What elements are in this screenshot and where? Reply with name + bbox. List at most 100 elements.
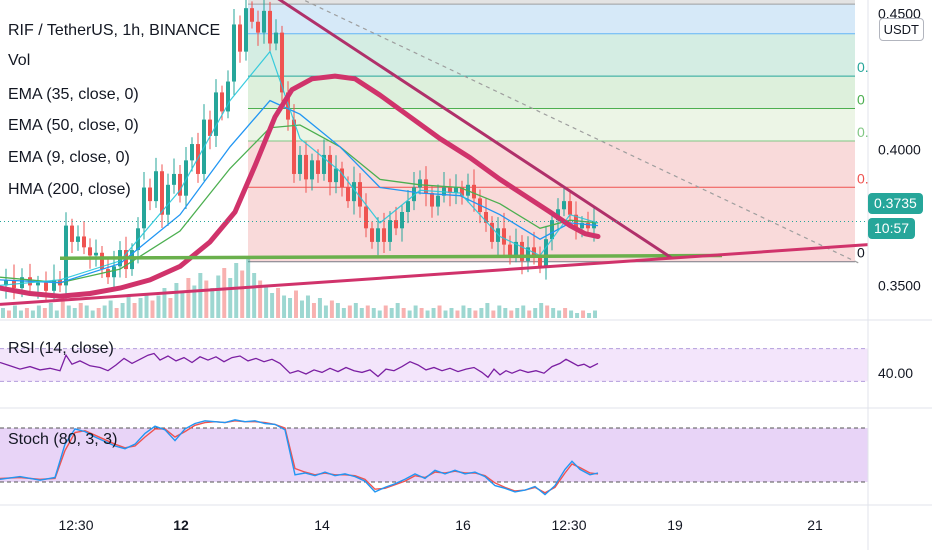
volume-bar xyxy=(90,310,95,318)
volume-bar xyxy=(425,310,430,318)
volume-bar xyxy=(288,298,293,318)
volume-bar xyxy=(359,308,364,318)
candle-body xyxy=(388,220,392,242)
volume-bar xyxy=(276,288,281,318)
candle-body xyxy=(352,182,356,202)
fib-band xyxy=(248,4,855,34)
volume-bar xyxy=(515,308,520,318)
volume-bar xyxy=(371,308,376,318)
candle-body xyxy=(304,154,308,180)
volume-bar xyxy=(18,310,23,318)
candle-body xyxy=(268,10,272,44)
volume-bar xyxy=(329,300,334,318)
volume-bar xyxy=(108,300,113,318)
candle-body xyxy=(550,220,554,240)
candle-body xyxy=(20,277,24,289)
candle-body xyxy=(514,241,518,256)
legend-volume: Vol xyxy=(8,52,31,69)
trendlines[interactable] xyxy=(0,0,869,306)
candle-body xyxy=(334,168,338,183)
stoch-pane xyxy=(0,419,868,496)
candle-body xyxy=(250,8,254,22)
candle-body xyxy=(568,201,572,215)
candle-body xyxy=(64,225,68,286)
legend-ema-50: EMA (50, close, 0) xyxy=(8,117,139,134)
candle-body xyxy=(226,81,230,112)
volume-bar xyxy=(162,288,167,318)
volume-bar xyxy=(192,285,197,318)
volume-bar xyxy=(6,310,11,318)
volume-bar xyxy=(294,290,298,318)
fib-band xyxy=(248,33,855,77)
volume-bar xyxy=(305,295,310,318)
volume-bar xyxy=(479,308,484,318)
candle-body xyxy=(424,179,428,193)
candle-body xyxy=(322,154,326,174)
volume-bar xyxy=(66,305,71,318)
candle-body xyxy=(262,10,266,33)
candle-body xyxy=(526,247,530,261)
volume-bar xyxy=(569,310,574,318)
volume-bar xyxy=(120,303,125,318)
volume-bar xyxy=(317,298,322,318)
volume-bar xyxy=(198,273,203,318)
candle-body xyxy=(70,225,74,242)
volume-bar xyxy=(258,280,263,318)
candle-body xyxy=(412,187,416,202)
volume-bar xyxy=(539,303,544,318)
volume-bar xyxy=(575,313,580,318)
candle-body xyxy=(364,206,368,229)
volume-bar xyxy=(78,303,83,318)
volume-bar xyxy=(132,303,137,318)
volume-bar xyxy=(581,310,586,318)
candle-body xyxy=(370,228,374,242)
fib-level-label: 0. xyxy=(857,59,869,75)
candle-body xyxy=(586,222,590,229)
bar-countdown-label: 10:57 xyxy=(868,218,916,239)
candle-body xyxy=(4,279,8,286)
ema-9-line xyxy=(0,50,599,286)
volume-bar xyxy=(353,303,358,318)
candle-body xyxy=(142,187,146,229)
volume-bar xyxy=(210,288,215,318)
candle-body xyxy=(490,222,494,242)
candle-body xyxy=(376,228,380,242)
volume-bar xyxy=(485,303,490,318)
candle-body xyxy=(520,241,524,261)
volume-bar xyxy=(551,308,556,318)
volume-bar xyxy=(497,305,502,318)
candle-body xyxy=(460,187,464,196)
volume-bar xyxy=(138,298,143,318)
candle-body xyxy=(508,244,512,256)
volume-bar xyxy=(96,308,101,318)
candle-body xyxy=(316,160,320,174)
volume-bar xyxy=(473,310,478,318)
volume-bar xyxy=(509,310,514,318)
volume-bar xyxy=(347,305,352,318)
stoch-band xyxy=(0,428,868,482)
currency-button[interactable]: USDT xyxy=(878,18,924,41)
volume-bar xyxy=(461,305,466,318)
rsi-pane xyxy=(0,348,868,382)
volume-bar xyxy=(48,303,53,318)
volume-bar xyxy=(222,268,227,318)
candle-body xyxy=(292,119,296,174)
price-tick-label: 0.4000 xyxy=(878,141,921,157)
fib-level-label: 0. xyxy=(857,124,869,140)
time-tick-label: 12:30 xyxy=(551,517,586,533)
candle-body xyxy=(208,119,212,136)
fib-level-label: 0 xyxy=(857,245,865,261)
candle-body xyxy=(232,24,236,82)
volume-bar xyxy=(491,310,496,318)
candle-body xyxy=(82,236,86,248)
volume-bar xyxy=(341,308,346,318)
fibonacci-retracement[interactable]: 0. 0. 0 0. 0. 0 xyxy=(248,0,869,263)
volume-bar xyxy=(533,308,538,318)
volume-bar xyxy=(204,280,209,318)
candle-body xyxy=(448,187,452,193)
volume-bar xyxy=(126,295,131,318)
volume-bar xyxy=(503,308,508,318)
volume-bar xyxy=(216,275,221,318)
volume-bar xyxy=(527,310,532,318)
